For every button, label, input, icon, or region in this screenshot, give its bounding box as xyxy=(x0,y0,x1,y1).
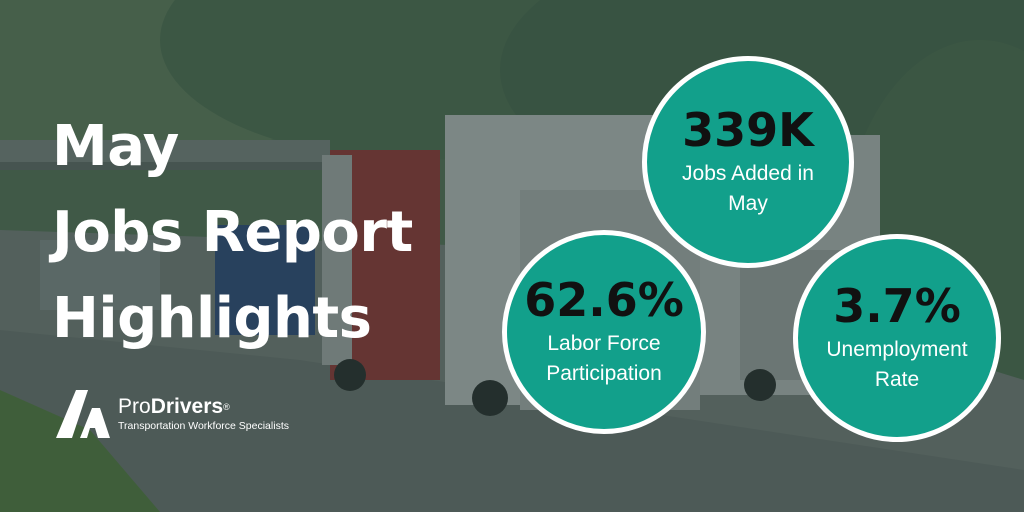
logo-text: ProDrivers® Transportation Workforce Spe… xyxy=(118,395,289,433)
stat-label-line-1: Labor Force xyxy=(547,332,661,355)
prodrivers-logo: ProDrivers® Transportation Workforce Spe… xyxy=(52,386,289,440)
logo-name-pro: Pro xyxy=(118,395,151,418)
logo-name-drivers: Drivers xyxy=(150,395,224,418)
road-chevron-logo-icon xyxy=(56,390,110,438)
stat-label-line-2: Participation xyxy=(546,362,662,385)
stat-label-line-2: May xyxy=(728,192,768,215)
logo-tagline: Transportation Workforce Specialists xyxy=(118,420,289,432)
headline-line-1: May xyxy=(52,114,179,179)
stat-label: Labor Force Participation xyxy=(546,329,662,389)
headline-line-3: Highlights xyxy=(52,286,372,351)
stat-circle-jobs-added: 339K Jobs Added in May xyxy=(642,56,854,268)
registered-mark: ® xyxy=(223,402,230,412)
stat-label: Jobs Added in May xyxy=(682,159,814,219)
stat-value: 62.6% xyxy=(524,273,684,327)
stat-circle-unemployment: 3.7% Unemployment Rate xyxy=(793,234,1001,442)
stat-value: 339K xyxy=(682,103,814,157)
headline: May Jobs Report Highlights xyxy=(52,104,413,362)
headline-line-2: Jobs Report xyxy=(52,200,413,265)
stat-label-line-1: Jobs Added in xyxy=(682,162,814,185)
stat-label-line-2: Rate xyxy=(874,368,920,391)
stat-circle-labor-force: 62.6% Labor Force Participation xyxy=(502,230,706,434)
stat-value: 3.7% xyxy=(833,279,961,333)
logo-name: ProDrivers® xyxy=(118,395,289,419)
stat-label: Unemployment Rate xyxy=(826,335,967,395)
stat-label-line-1: Unemployment xyxy=(826,338,968,361)
